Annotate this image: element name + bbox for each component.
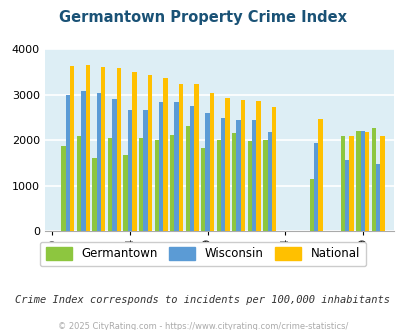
Bar [112,99,116,231]
Bar [92,158,96,231]
Bar [77,136,81,231]
Bar [143,110,147,231]
Text: © 2025 CityRating.com - https://www.cityrating.com/crime-statistics/: © 2025 CityRating.com - https://www.city… [58,322,347,330]
Bar [170,135,174,231]
Text: Crime Index corresponds to incidents per 100,000 inhabitants: Crime Index corresponds to incidents per… [15,295,390,305]
Text: Germantown Property Crime Index: Germantown Property Crime Index [59,10,346,25]
Bar [318,119,322,231]
Legend: Germantown, Wisconsin, National: Germantown, Wisconsin, National [40,242,365,266]
Bar [375,164,379,231]
Bar [271,107,275,231]
Bar [371,128,375,231]
Bar [309,179,313,231]
Bar [313,143,318,231]
Bar [61,146,66,231]
Bar [128,110,132,231]
Bar [163,78,167,231]
Bar [360,131,364,231]
Bar [252,120,256,231]
Bar [267,132,271,231]
Bar [236,120,240,231]
Bar [70,66,74,231]
Bar [101,67,105,231]
Bar [154,140,158,231]
Bar [240,100,245,231]
Bar [225,98,229,231]
Bar [147,75,151,231]
Bar [209,93,213,231]
Bar [81,91,85,231]
Bar [178,84,183,231]
Bar [123,155,128,231]
Bar [190,106,194,231]
Bar [85,65,90,231]
Bar [262,140,267,231]
Bar [108,138,112,231]
Bar [66,95,70,231]
Bar [344,160,349,231]
Bar [247,141,252,231]
Bar [185,126,190,231]
Bar [216,140,220,231]
Bar [200,148,205,231]
Bar [205,113,209,231]
Bar [132,72,136,231]
Bar [158,102,163,231]
Bar [139,138,143,231]
Bar [174,102,178,231]
Bar [356,131,360,231]
Bar [379,136,384,231]
Bar [256,101,260,231]
Bar [194,84,198,231]
Bar [116,68,121,231]
Bar [349,136,353,231]
Bar [220,117,225,231]
Bar [364,132,369,231]
Bar [232,133,236,231]
Bar [96,93,101,231]
Bar [340,136,344,231]
